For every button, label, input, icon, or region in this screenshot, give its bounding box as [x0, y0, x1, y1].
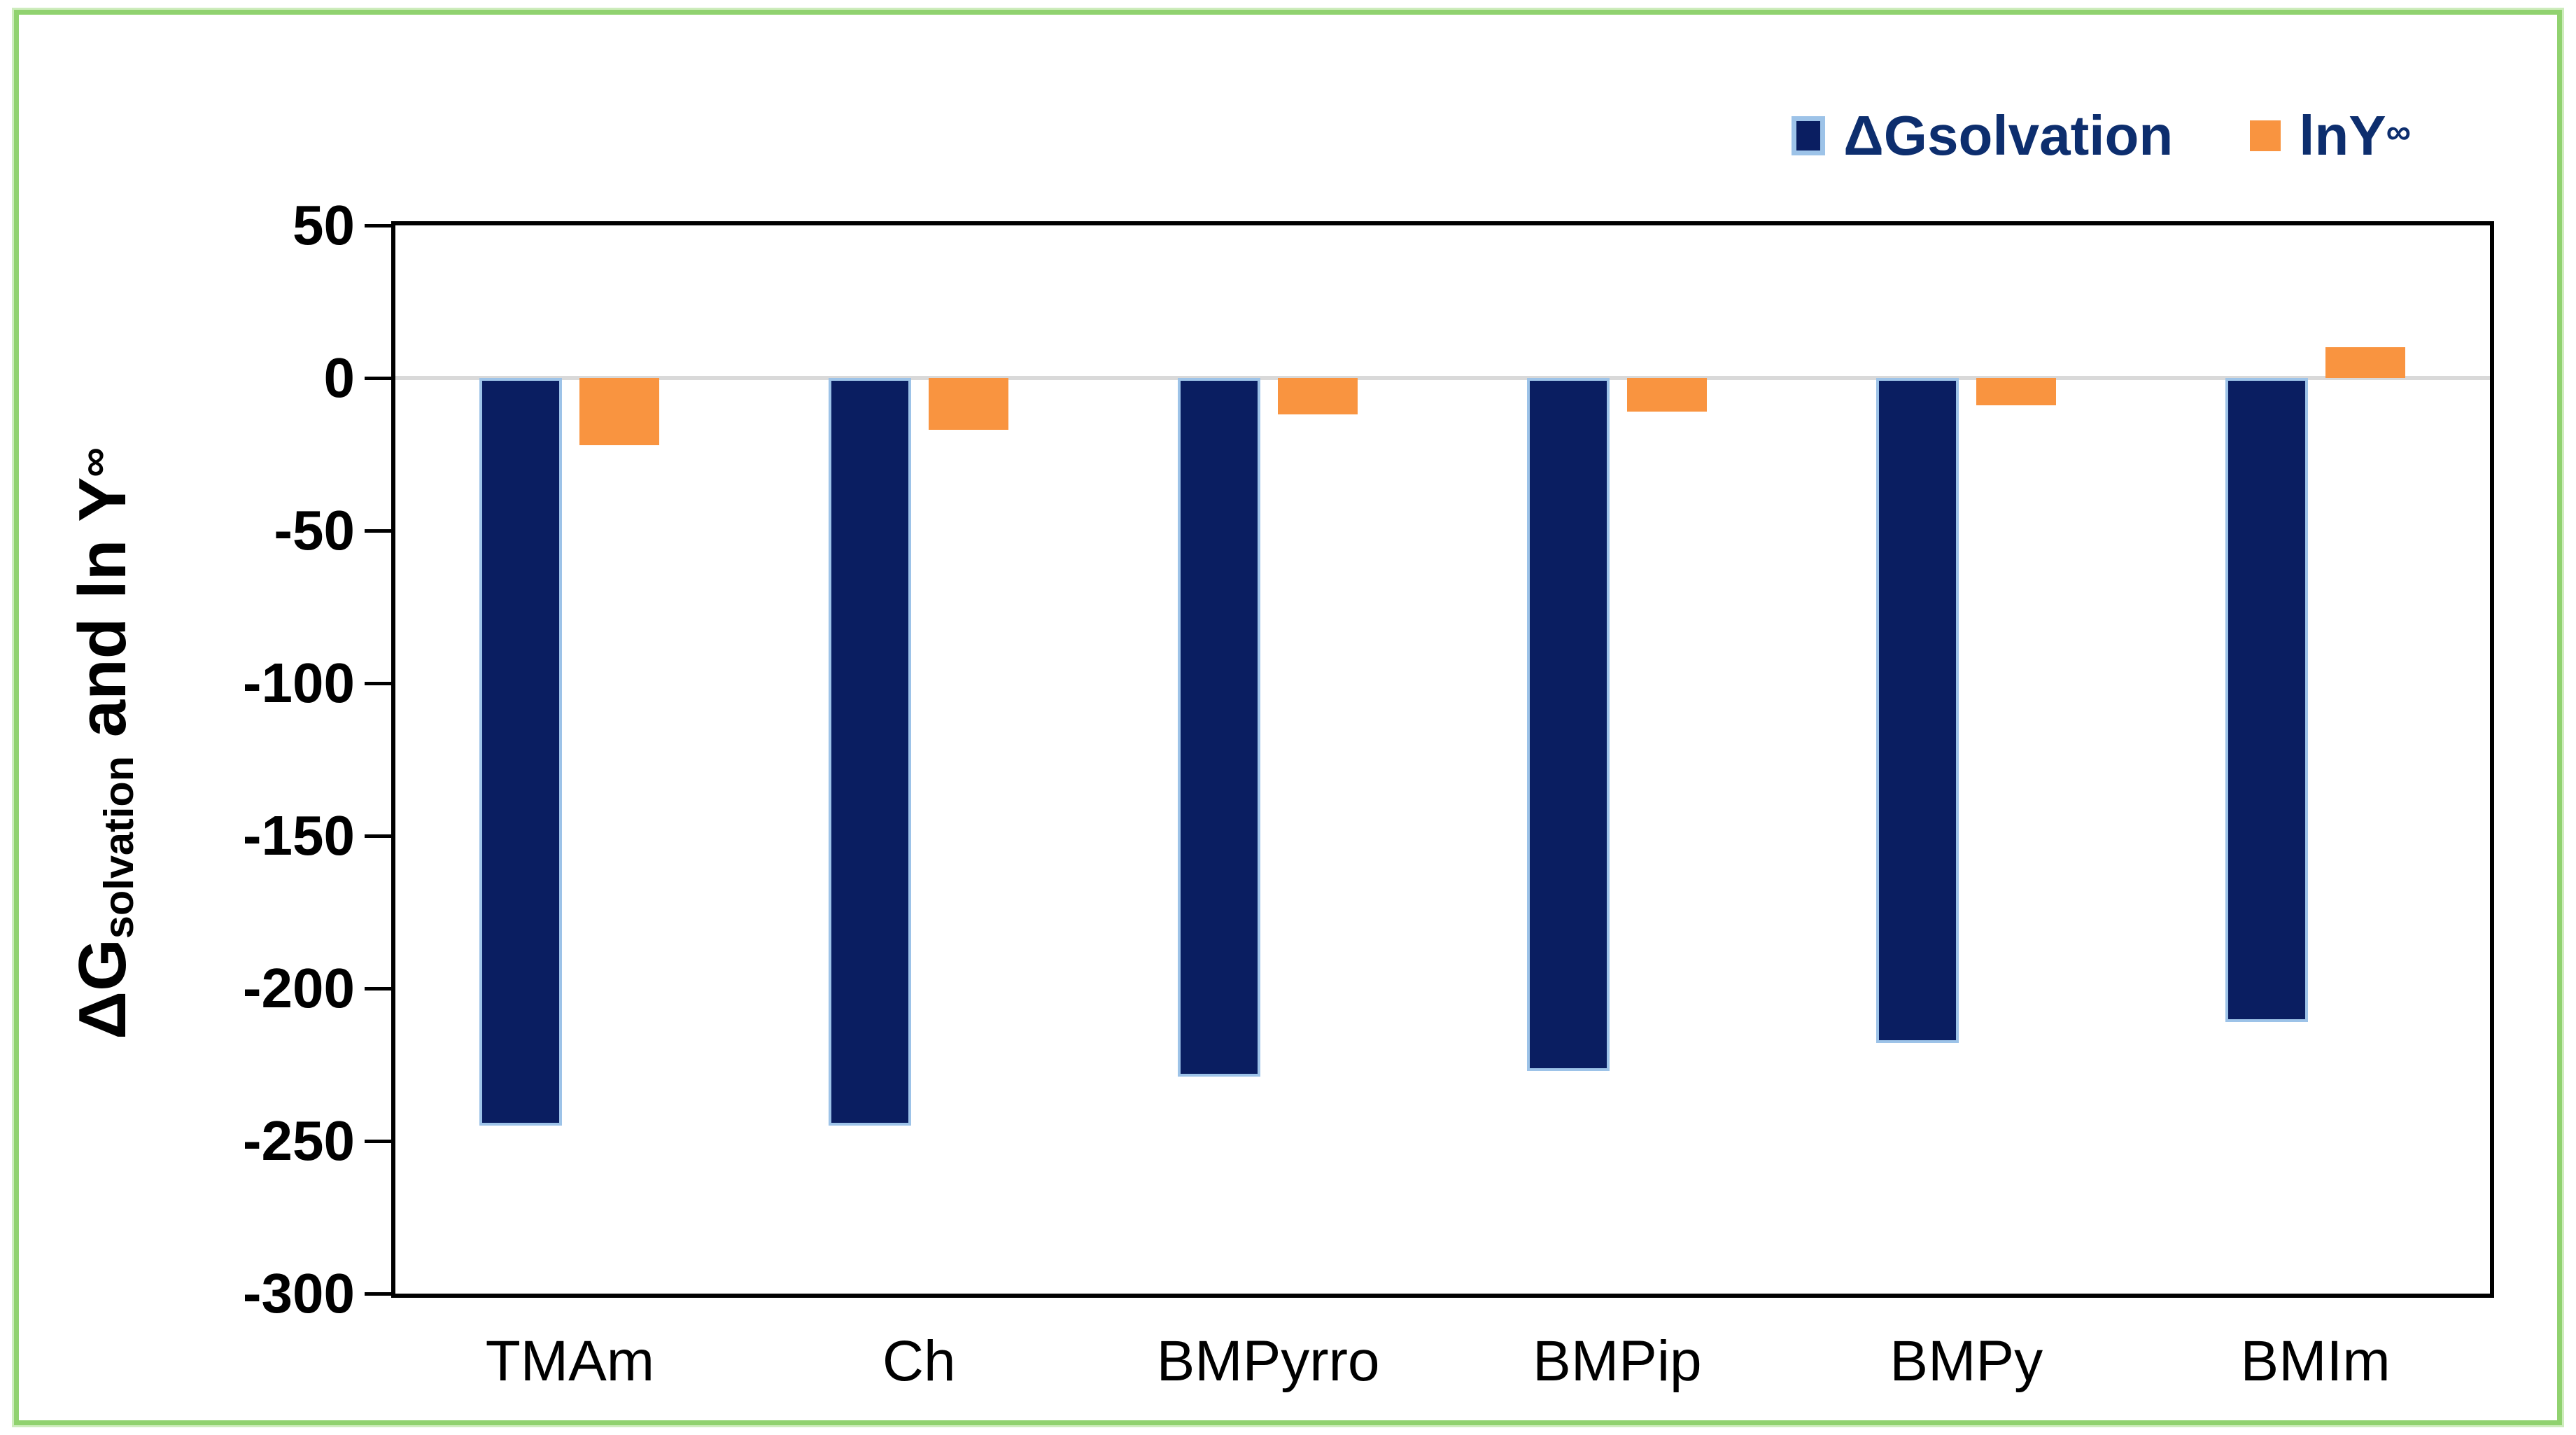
legend-label-dgsolvation: ΔGsolvation — [1843, 104, 2174, 167]
x-category-label-TMAm: TMAm — [485, 1329, 655, 1393]
y-tick-label--100: -100 — [242, 652, 355, 714]
legend: ΔGsolvation lnY∞ — [1792, 104, 2411, 168]
zero-gridline — [395, 376, 2490, 380]
x-category-label-BMPyrro: BMPyrro — [1156, 1329, 1380, 1393]
bar-dgsolvation-TMAm — [479, 378, 563, 1126]
bar-dgsolvation-BMPip — [1526, 378, 1610, 1071]
x-category-label-BMPip: BMPip — [1533, 1329, 1702, 1393]
bar-dgsolvation-BMIm — [2225, 378, 2308, 1022]
legend-swatch-lny — [2250, 120, 2281, 151]
plot-area — [391, 221, 2494, 1298]
y-tick-label--250: -250 — [242, 1110, 355, 1172]
y-tick-mark--50 — [365, 529, 391, 533]
y-tick-mark-0 — [365, 377, 391, 380]
x-category-label-BMIm: BMIm — [2240, 1329, 2391, 1393]
legend-entry-lny: lnY∞ — [2250, 104, 2411, 168]
bar-dgsolvation-BMPyrro — [1178, 378, 1261, 1077]
legend-swatch-dgsolvation — [1792, 116, 1826, 155]
y-tick-label-50: 50 — [293, 194, 355, 256]
legend-entry-dgsolvation: ΔGsolvation — [1792, 104, 2173, 168]
legend-label-lny-base: lnY — [2299, 104, 2386, 167]
y-tick-label--150: -150 — [242, 804, 355, 867]
y-axis-title-sup: ∞ — [70, 447, 118, 477]
y-tick-mark--250 — [365, 1140, 391, 1143]
y-tick-mark--200 — [365, 987, 391, 990]
x-category-label-BMPy: BMPy — [1889, 1329, 2043, 1393]
y-tick-label--300: -300 — [242, 1262, 355, 1324]
bar-lny-BMIm — [2325, 347, 2405, 378]
bar-lny-BMPip — [1626, 378, 1707, 412]
y-tick-mark-50 — [365, 224, 391, 227]
bar-lny-TMAm — [579, 378, 660, 445]
bar-dgsolvation-Ch — [829, 378, 912, 1126]
y-tick-label--200: -200 — [242, 957, 355, 1019]
y-tick-label--50: -50 — [274, 499, 355, 561]
bar-dgsolvation-BMPy — [1875, 378, 1959, 1044]
y-tick-mark--100 — [365, 682, 391, 685]
y-tick-mark--300 — [365, 1292, 391, 1296]
legend-label-lny-sup: ∞ — [2386, 111, 2411, 151]
bar-lny-BMPy — [1976, 378, 2056, 406]
bar-lny-Ch — [929, 378, 1009, 430]
legend-label-lny: lnY∞ — [2299, 104, 2411, 168]
x-category-label-Ch: Ch — [882, 1329, 956, 1393]
bar-lny-BMPyrro — [1278, 378, 1358, 415]
y-tick-mark--150 — [365, 834, 391, 838]
y-tick-label-0: 0 — [323, 346, 356, 409]
